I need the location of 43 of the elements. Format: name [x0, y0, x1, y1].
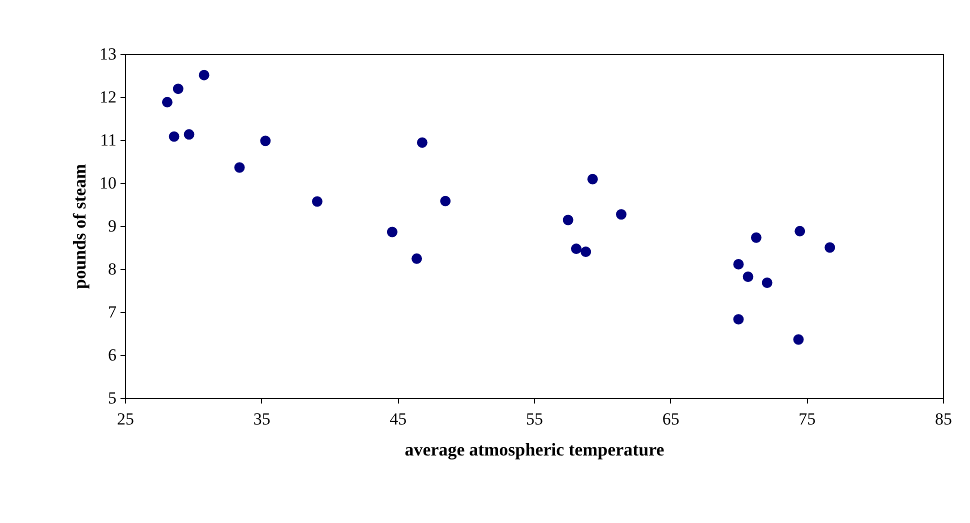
point — [616, 209, 626, 220]
x-tick-label: 85 — [935, 410, 952, 428]
point — [580, 246, 592, 258]
x-tick-label: 75 — [798, 410, 816, 428]
point — [312, 196, 322, 207]
point — [198, 70, 210, 80]
point — [162, 96, 173, 108]
x-tick-label: 35 — [253, 410, 270, 428]
point — [412, 253, 422, 264]
point — [571, 244, 582, 254]
y-tick-label: 6 — [108, 346, 116, 364]
point — [234, 162, 245, 173]
x-tick-label: 45 — [390, 410, 407, 428]
point — [440, 196, 451, 206]
x-tick-label: 25 — [117, 410, 134, 428]
point — [733, 259, 744, 270]
point — [794, 226, 806, 236]
point — [762, 278, 772, 288]
point — [824, 242, 836, 253]
point — [562, 214, 574, 226]
point — [733, 314, 744, 325]
x-axis-title: average atmospheric temperature — [404, 440, 664, 460]
point — [260, 136, 271, 146]
y-tick-label: 12 — [100, 88, 116, 106]
x-tick-label: 55 — [526, 410, 543, 428]
y-tick-label: 11 — [100, 130, 116, 150]
point — [168, 131, 180, 142]
point — [587, 174, 598, 184]
point — [184, 129, 194, 140]
x-tick-label: 65 — [662, 410, 680, 428]
point — [750, 232, 762, 243]
y-tick-label: 13 — [100, 44, 116, 64]
y-tick-label: 10 — [100, 174, 116, 192]
y-tick-label: 7 — [108, 302, 117, 322]
point — [416, 137, 428, 148]
y-tick-label: 8 — [108, 260, 116, 278]
y-axis-title: pounds of steam — [70, 164, 90, 290]
point — [742, 272, 754, 282]
point — [386, 226, 398, 238]
y-tick-label: 9 — [108, 216, 116, 236]
point — [172, 84, 184, 94]
y-tick-label: 5 — [108, 388, 116, 408]
point — [793, 334, 804, 345]
